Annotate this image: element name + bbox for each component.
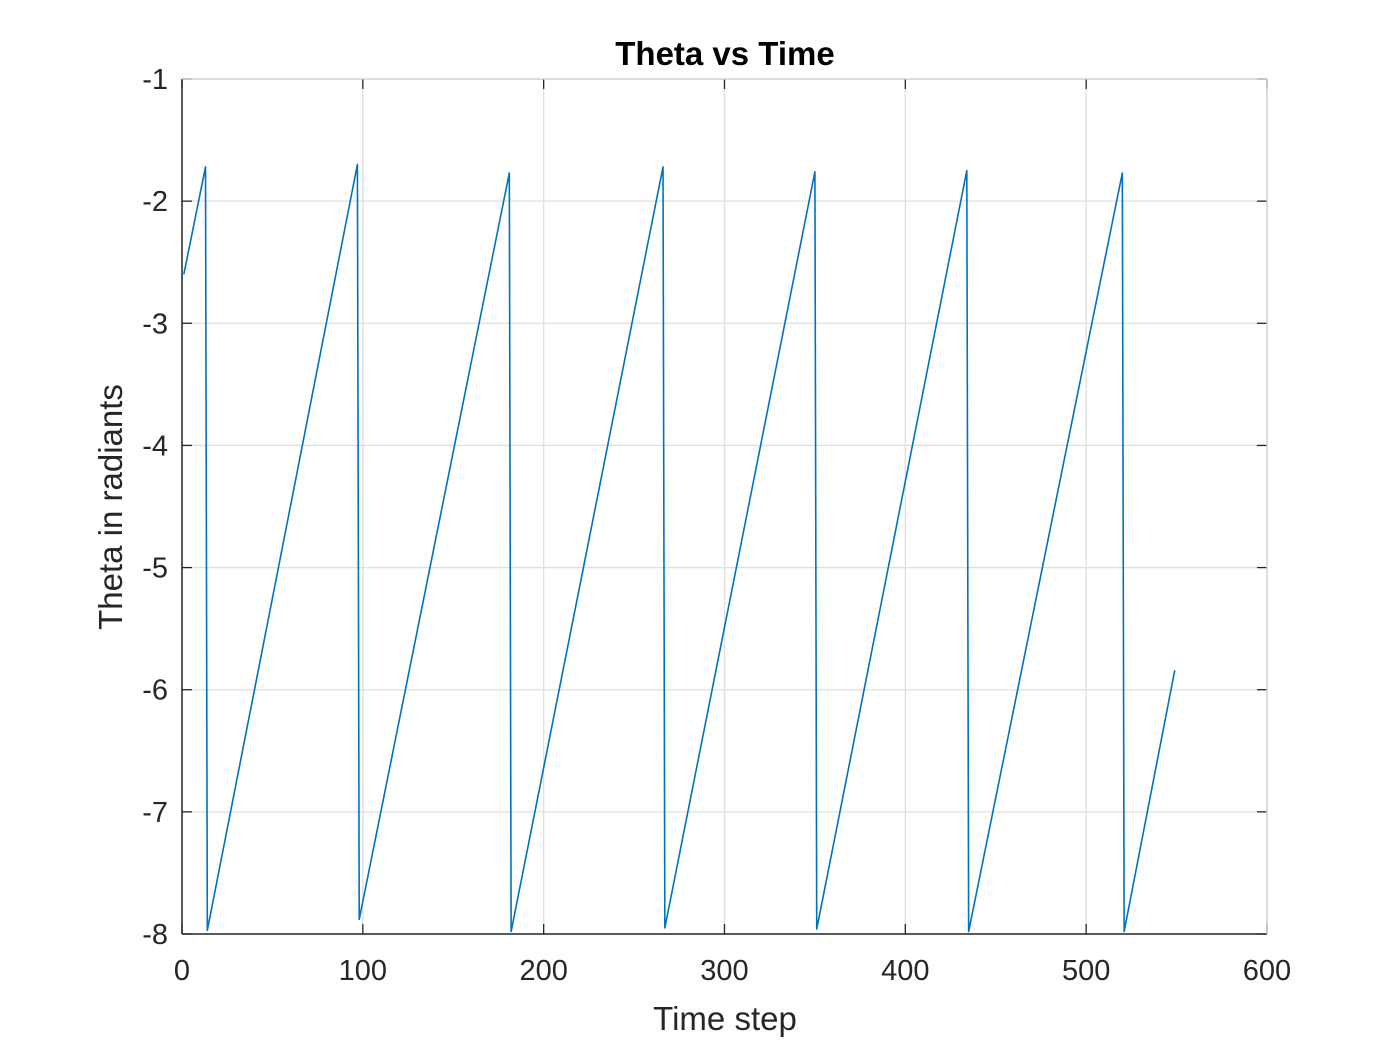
y-tick-label: -7 [142, 797, 168, 829]
x-tick-label: 400 [881, 955, 929, 987]
grid [181, 78, 1268, 935]
x-tick-label: 0 [174, 955, 190, 987]
x-tick-label: 300 [700, 955, 748, 987]
tick-labels: 0 100 200 300 400 500 600 -1 -2 -3 -4 -5 -6 -7 -8 [142, 64, 1291, 987]
y-tick-label: -5 [142, 553, 168, 585]
series-layer [183, 163, 1176, 933]
y-axis-label: Theta in radiants [92, 384, 129, 630]
x-tick-label: 100 [339, 955, 387, 987]
y-tick-label: -3 [142, 308, 168, 340]
series-line [183, 163, 1176, 933]
x-tick-label: 600 [1243, 955, 1291, 987]
x-axis-label: Time step [653, 1000, 797, 1037]
axes [181, 78, 1268, 935]
y-tick-label: -1 [142, 64, 168, 96]
y-tick-label: -4 [142, 430, 168, 462]
y-tick-label: -2 [142, 186, 168, 218]
y-tick-label: -6 [142, 675, 168, 707]
x-tick-label: 500 [1062, 955, 1110, 987]
x-tick-label: 200 [519, 955, 567, 987]
chart-title: Theta vs Time [615, 35, 834, 72]
y-tick-label: -8 [142, 919, 168, 951]
